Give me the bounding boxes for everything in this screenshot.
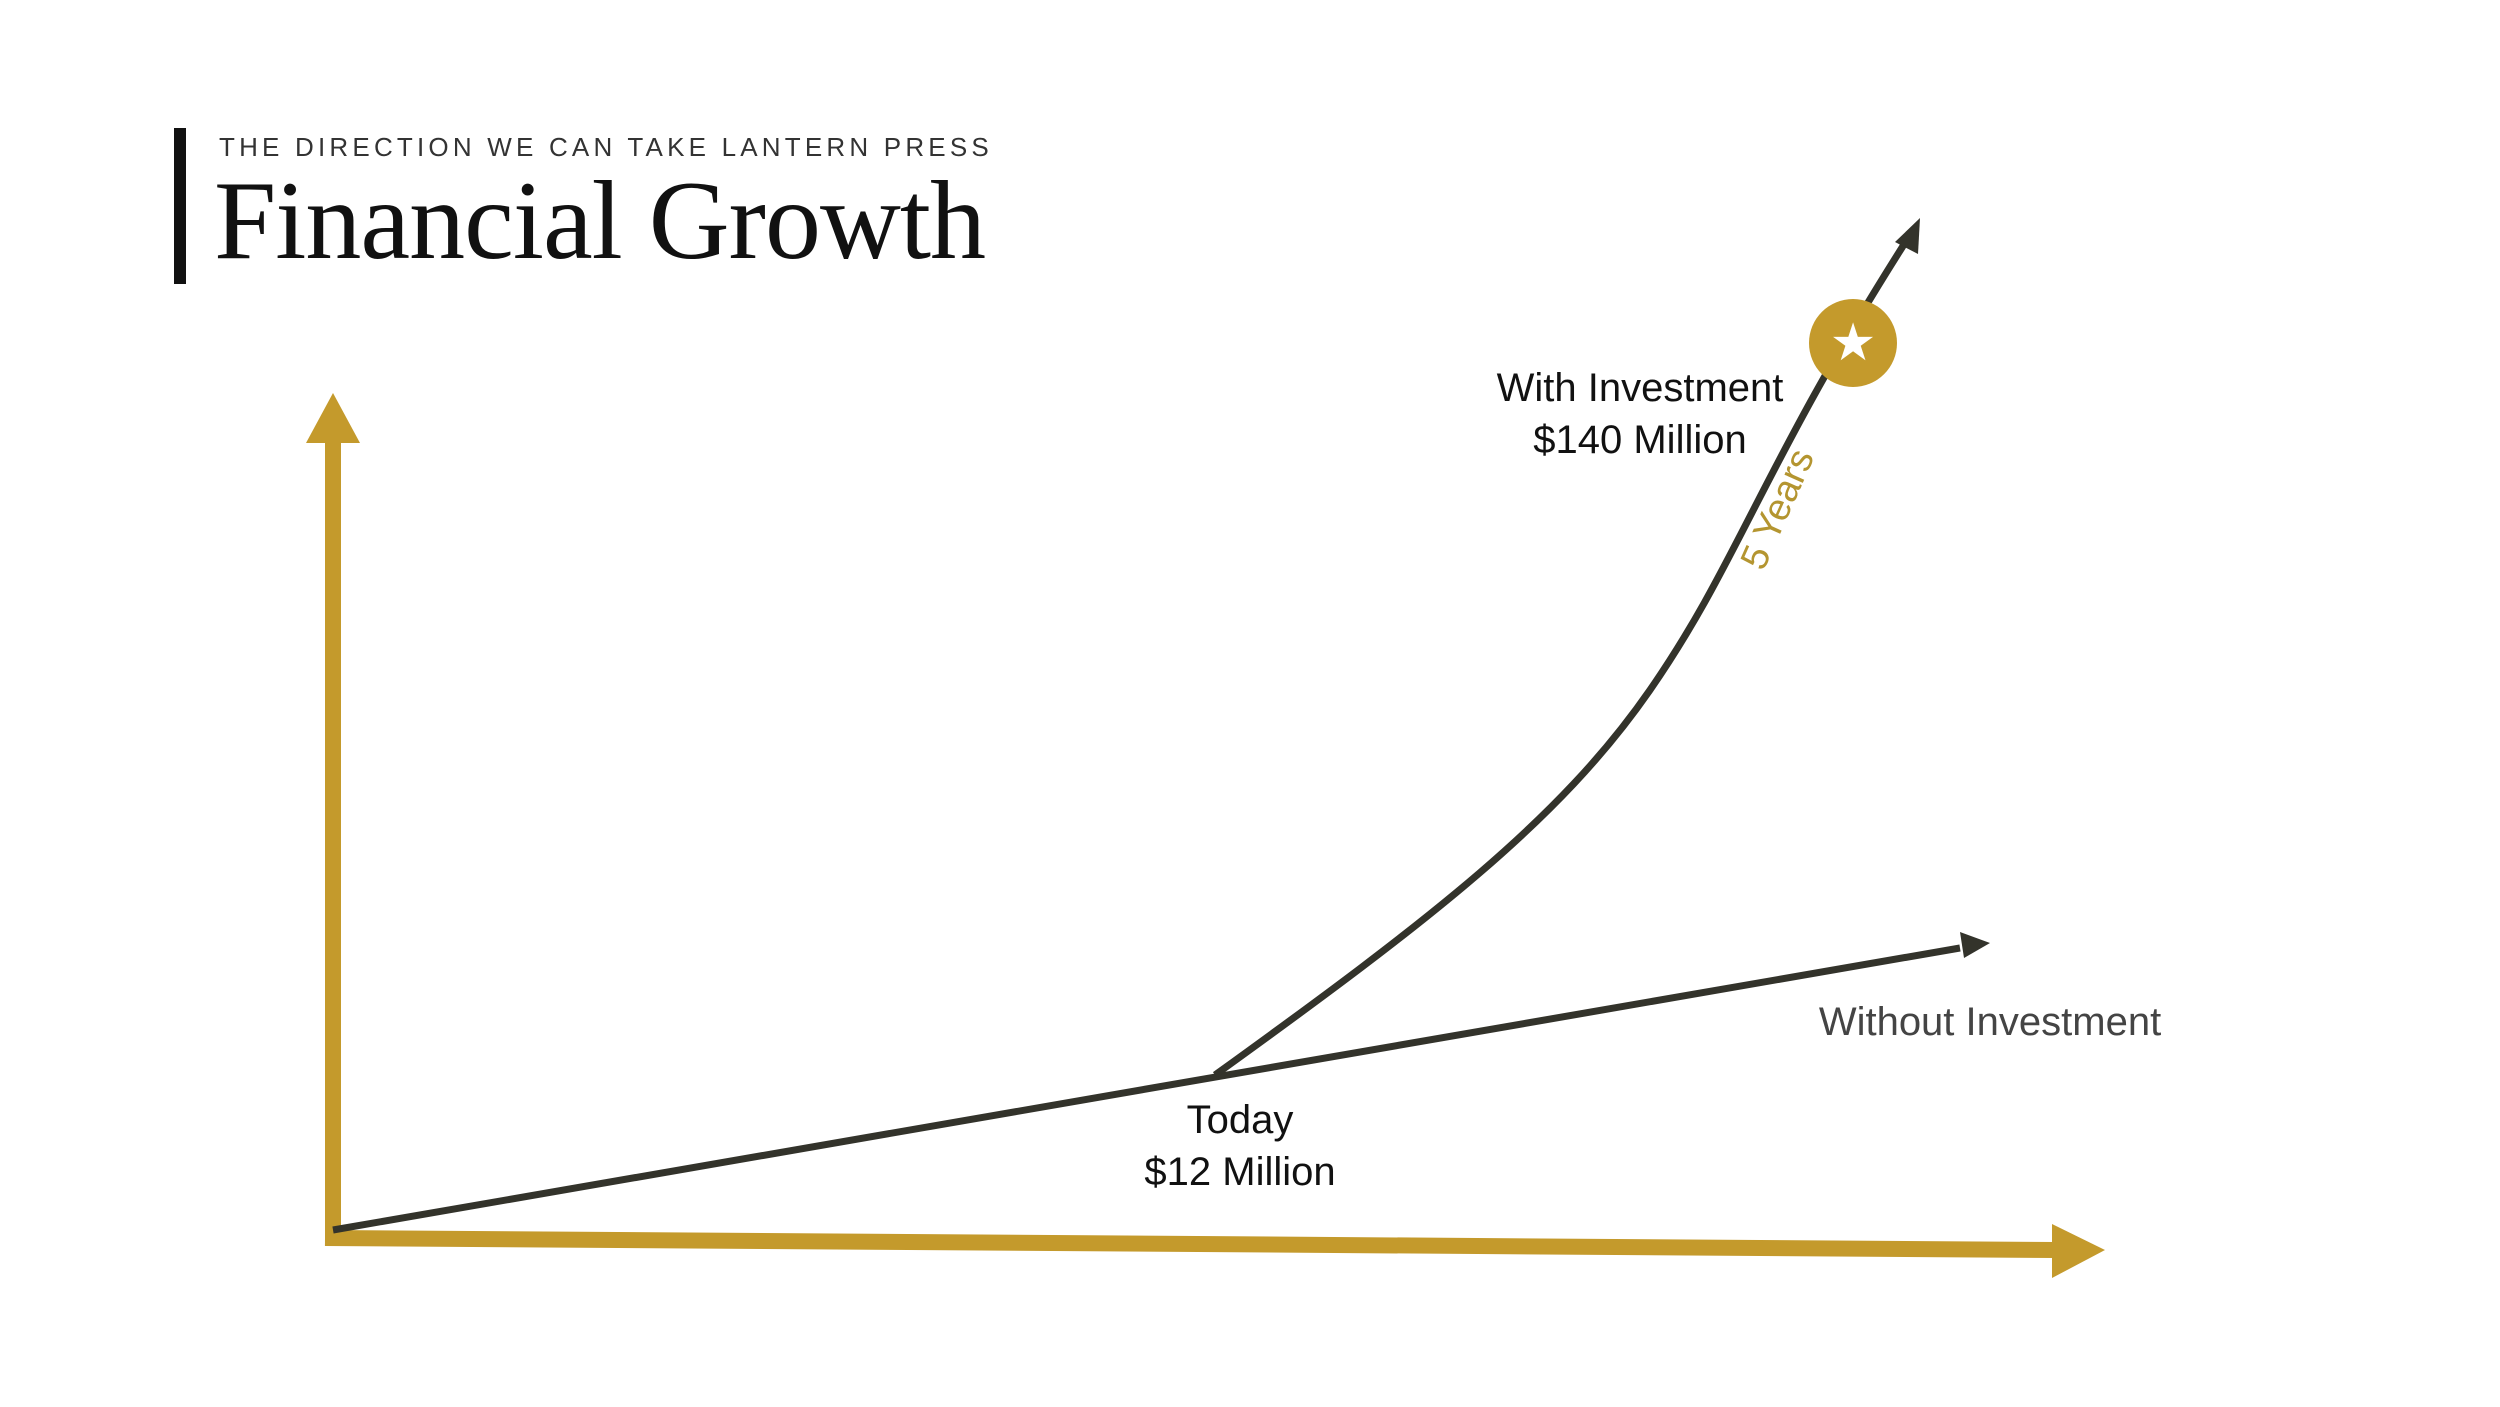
x-axis-arrowhead: [2052, 1224, 2105, 1278]
with-investment-label: With Investment $140 Million: [1460, 362, 1820, 466]
y-axis-arrowhead: [306, 393, 360, 443]
with-investment-title: With Investment: [1496, 366, 1784, 410]
today-title: Today: [1186, 1098, 1294, 1142]
title-accent-bar: [174, 128, 186, 284]
without-investment-line: [332, 944, 1961, 1234]
with-investment-value: $140 Million: [1533, 418, 1747, 462]
with-investment-curve: [1212, 233, 1913, 1078]
today-value: $12 Million: [1144, 1150, 1336, 1194]
milestone-star-icon: ★: [1809, 299, 1897, 387]
without-investment-label: Without Investment: [1818, 1000, 2162, 1044]
without-investment-arrowhead: [1960, 932, 1990, 958]
today-label: Today $12 Million: [1070, 1094, 1410, 1198]
with-investment-arrowhead: [1895, 218, 1920, 254]
slide-eyebrow: THE DIRECTION WE CAN TAKE LANTERN PRESS: [219, 132, 993, 162]
slide-title: Financial Growth: [214, 159, 986, 283]
x-axis: [324, 1230, 2056, 1258]
